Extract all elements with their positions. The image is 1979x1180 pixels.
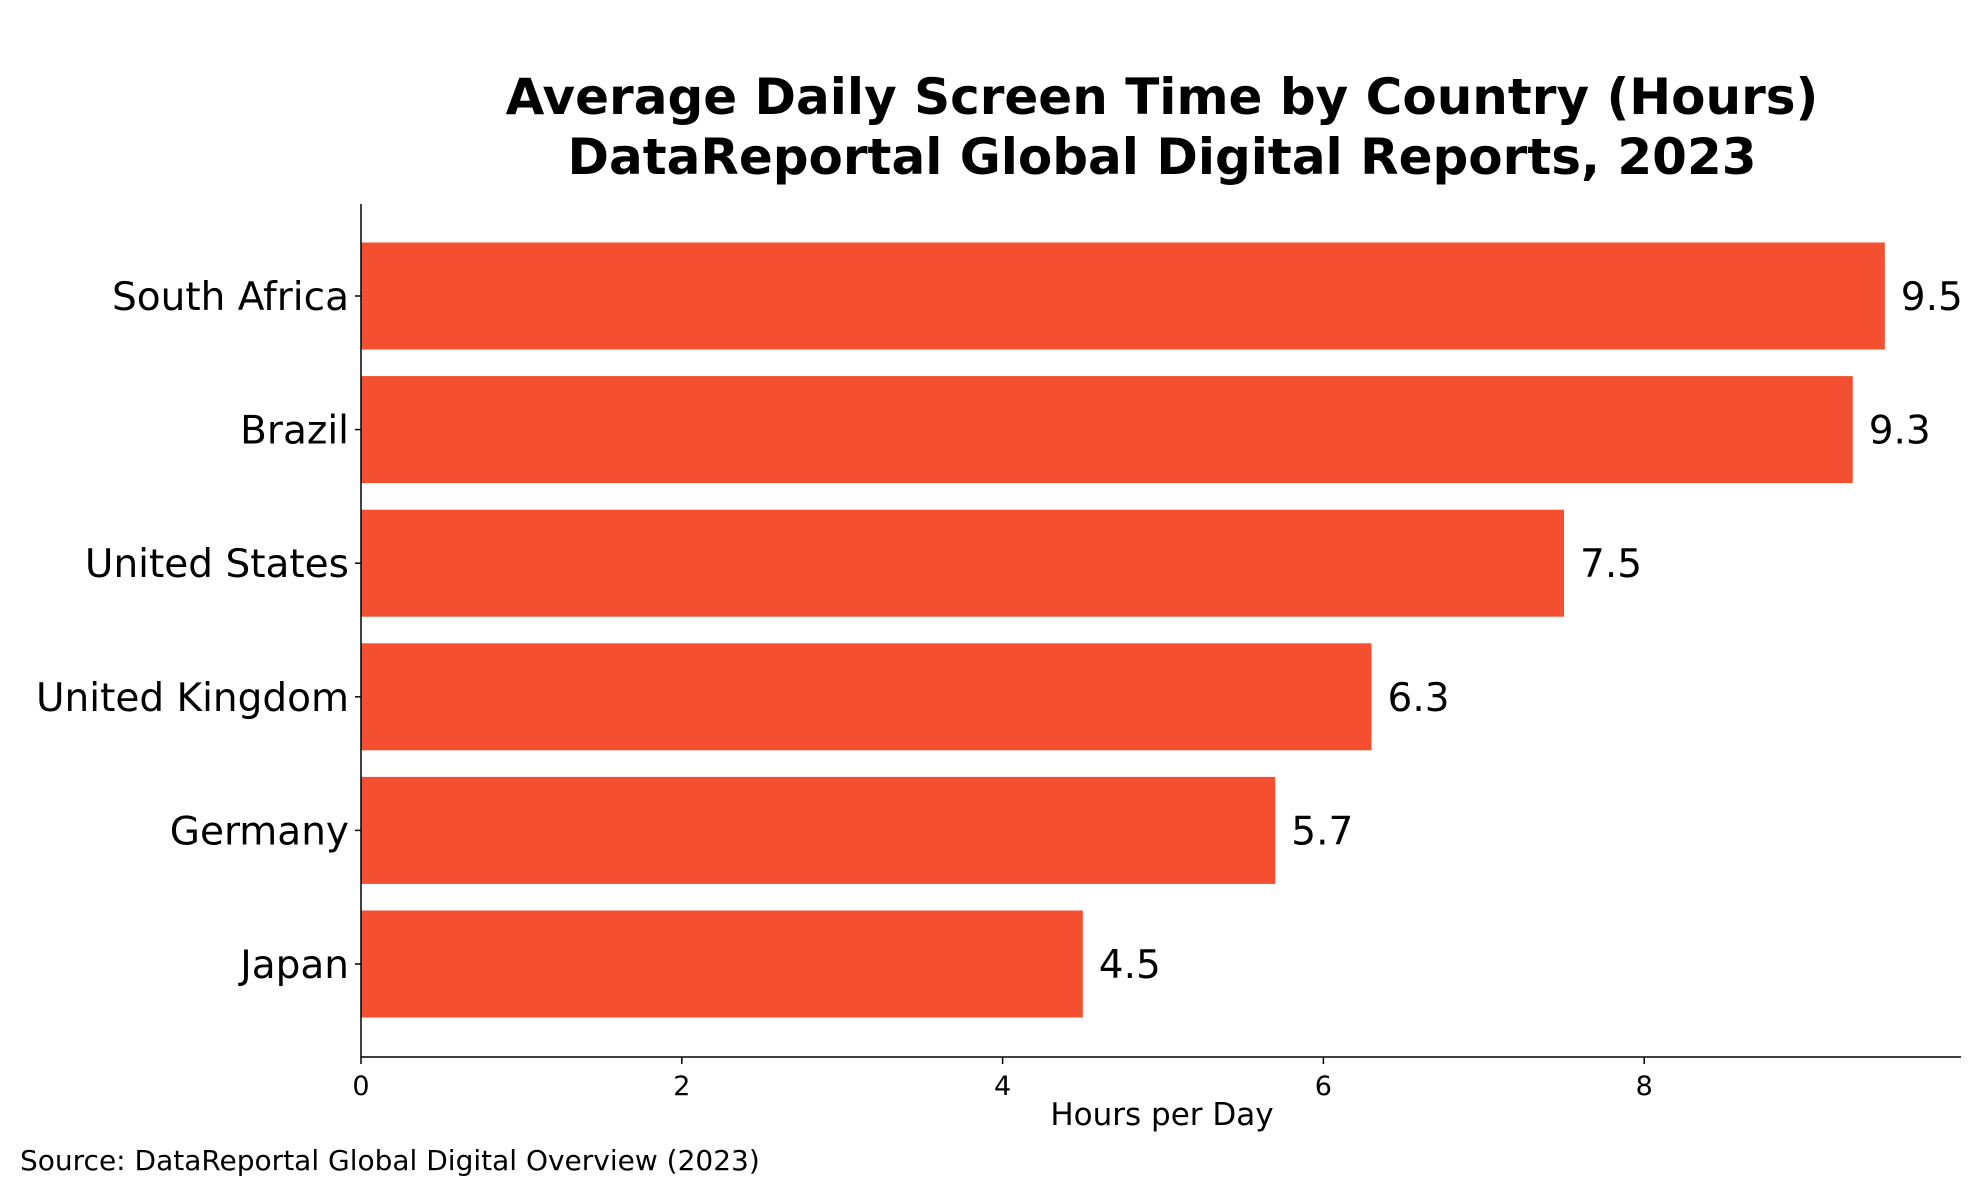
category-label: United States (85, 542, 349, 587)
chart-title: Average Daily Screen Time by Country (Ho… (506, 68, 1819, 126)
value-labels-group: 9.5 9.3 7.5 6.3 5.7 4.5 (1099, 275, 1963, 988)
value-label: 7.5 (1580, 542, 1642, 587)
x-tick-label: 4 (994, 1071, 1011, 1102)
x-tick-label: 8 (1636, 1071, 1653, 1102)
category-labels-group: South Africa Brazil United States United Ki… (36, 275, 361, 988)
x-axis-title: Hours per Day (1050, 1097, 1273, 1133)
category-label: South Africa (112, 275, 349, 320)
category-label: Germany (170, 809, 349, 854)
category-label: United Kingdom (36, 676, 349, 721)
value-label: 9.5 (1901, 275, 1963, 320)
value-label: 4.5 (1099, 943, 1161, 988)
x-ticks-group: 0 2 4 6 8 (352, 1057, 1653, 1102)
chart-subtitle: DataReportal Global Digital Reports, 202… (567, 128, 1756, 186)
x-tick-label: 2 (673, 1071, 690, 1102)
source-note: Source: DataReportal Global Digital Over… (20, 1144, 760, 1177)
value-label: 6.3 (1388, 676, 1450, 721)
value-label: 9.3 (1869, 409, 1931, 454)
bar-germany (361, 776, 1276, 884)
bar-south-africa (361, 242, 1885, 350)
x-tick-label: 0 (352, 1071, 369, 1102)
bar-united-kingdom (361, 643, 1372, 751)
category-label: Brazil (240, 409, 349, 454)
x-tick-label: 6 (1315, 1071, 1332, 1102)
bar-united-states (361, 509, 1565, 617)
bars-group (361, 242, 1885, 1018)
bar-japan (361, 910, 1083, 1018)
bar-brazil (361, 376, 1853, 484)
category-label: Japan (237, 943, 349, 988)
value-label: 5.7 (1291, 809, 1353, 854)
